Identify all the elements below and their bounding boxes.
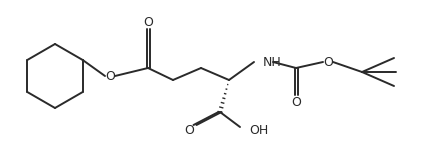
Text: O: O	[291, 95, 301, 109]
Text: O: O	[323, 55, 333, 69]
Text: O: O	[184, 123, 194, 136]
Text: O: O	[143, 16, 153, 29]
Text: O: O	[105, 69, 115, 83]
Text: NH: NH	[263, 55, 282, 69]
Text: OH: OH	[249, 123, 268, 136]
